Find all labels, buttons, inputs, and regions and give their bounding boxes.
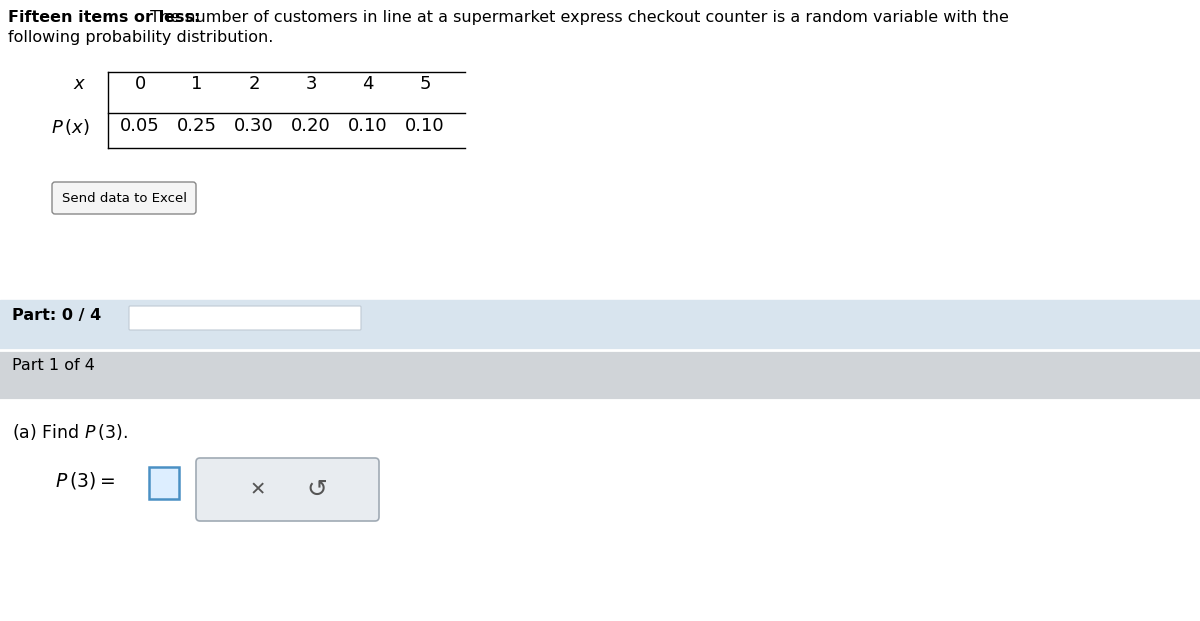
Text: ↺: ↺	[307, 478, 328, 502]
Text: 0.05: 0.05	[120, 117, 160, 135]
Text: The number of customers in line at a supermarket express checkout counter is a r: The number of customers in line at a sup…	[145, 10, 1009, 25]
Text: 0.20: 0.20	[292, 117, 331, 135]
Text: Send data to Excel: Send data to Excel	[61, 191, 186, 204]
Text: $P\,(x)$: $P\,(x)$	[50, 117, 90, 137]
Text: (a) Find $P\,(3)$.: (a) Find $P\,(3)$.	[12, 422, 127, 442]
Text: $x$: $x$	[73, 75, 86, 93]
Text: Fifteen items or less:: Fifteen items or less:	[8, 10, 200, 25]
Text: 0.10: 0.10	[348, 117, 388, 135]
Text: 0: 0	[134, 75, 145, 93]
Text: 0.25: 0.25	[178, 117, 217, 135]
Bar	[0, 0, 1200, 300]
Text: 3: 3	[305, 75, 317, 93]
Text: $P\,(3)=$: $P\,(3)=$	[55, 470, 115, 491]
Text: 2: 2	[248, 75, 259, 93]
Text: Part: 0 / 4: Part: 0 / 4	[12, 308, 101, 323]
FancyBboxPatch shape	[149, 467, 179, 499]
Text: 5: 5	[419, 75, 431, 93]
Text: 0.30: 0.30	[234, 117, 274, 135]
Text: Part 1 of 4: Part 1 of 4	[12, 358, 95, 373]
FancyBboxPatch shape	[130, 306, 361, 330]
FancyBboxPatch shape	[52, 182, 196, 214]
Text: 1: 1	[191, 75, 203, 93]
Text: following probability distribution.: following probability distribution.	[8, 30, 274, 45]
FancyBboxPatch shape	[196, 458, 379, 521]
Bar	[0, 400, 1200, 621]
Text: 4: 4	[362, 75, 373, 93]
Bar	[0, 350, 1200, 400]
Text: 0.10: 0.10	[406, 117, 445, 135]
Bar	[0, 300, 1200, 350]
Text: ✕: ✕	[250, 480, 266, 499]
